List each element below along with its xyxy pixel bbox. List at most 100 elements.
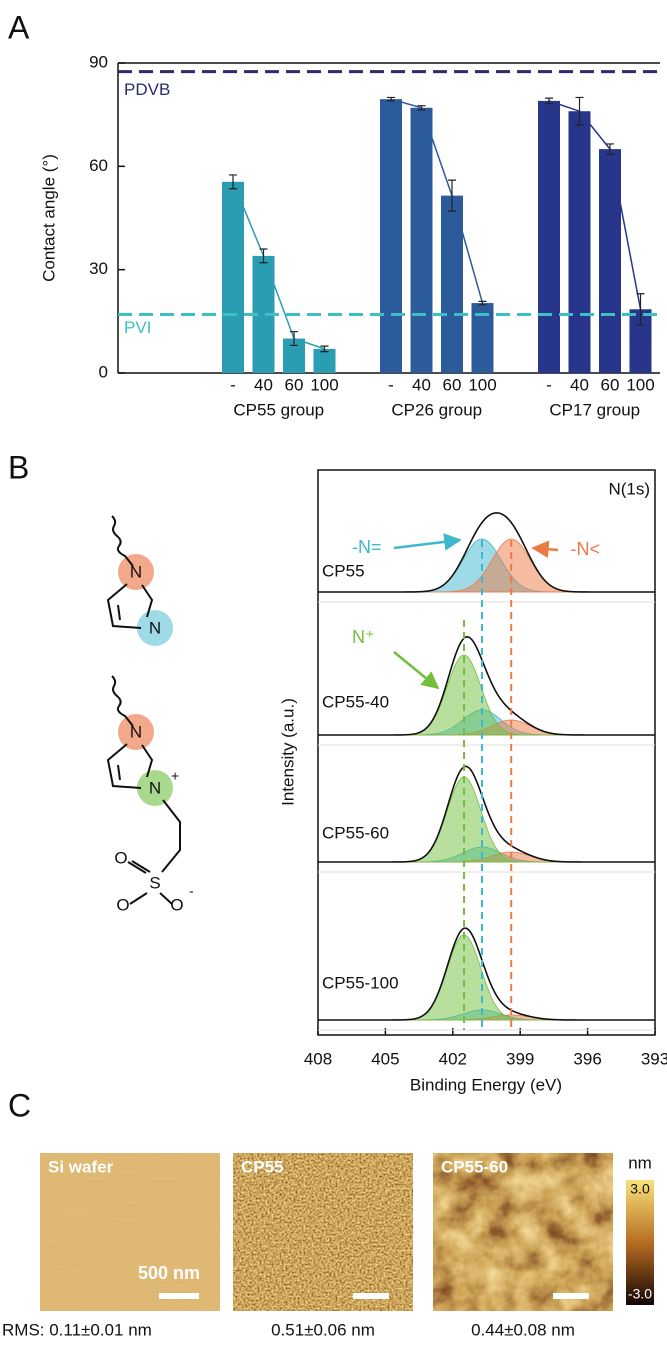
spectrum-label: CP55 xyxy=(322,561,365,580)
x-tick-label: 60 xyxy=(285,375,304,394)
x-tick-label: 402 xyxy=(439,1049,467,1068)
colorbar-unit: nm xyxy=(628,1153,652,1172)
x-tick-label: - xyxy=(230,375,236,394)
afm-image xyxy=(233,1153,413,1311)
y-axis-label: Contact angle (°) xyxy=(39,154,58,282)
x-tick-label: 40 xyxy=(254,375,273,394)
panel-label: B xyxy=(8,449,29,485)
x-tick-label: 399 xyxy=(506,1049,534,1068)
x-tick-label: 40 xyxy=(412,375,431,394)
atom-label: S xyxy=(149,873,160,892)
bar xyxy=(410,107,433,374)
x-tick-label: 100 xyxy=(626,375,654,394)
spectrum-label: CP55-60 xyxy=(322,823,389,842)
atom-label: N xyxy=(130,562,142,581)
image-label: CP55-60 xyxy=(441,1157,508,1176)
atom-label: N xyxy=(130,722,142,741)
panel-label: A xyxy=(8,9,30,45)
x-tick-label: 393 xyxy=(641,1049,667,1068)
colorbar-tick-label: -3.0 xyxy=(628,1286,652,1302)
error-bar xyxy=(636,293,645,326)
envelope xyxy=(318,512,655,593)
atom-label: N xyxy=(149,618,161,637)
x-tick-label: 405 xyxy=(371,1049,399,1068)
error-bar xyxy=(575,96,584,126)
spectrum-label: CP55-100 xyxy=(322,973,399,992)
error-bar xyxy=(229,174,237,190)
bar xyxy=(471,303,494,373)
envelope xyxy=(318,927,655,1021)
trend-line xyxy=(232,181,325,350)
x-tick-label: 60 xyxy=(443,375,462,394)
annotation-arrow xyxy=(393,533,462,551)
x-tick-label: - xyxy=(546,375,552,394)
rms-label: RMS: 0.11±0.01 nm xyxy=(2,1320,152,1339)
error-bar xyxy=(478,300,487,306)
rms-label: 0.51±0.06 nm xyxy=(271,1320,375,1339)
afm-image xyxy=(40,1153,220,1311)
afm-image xyxy=(433,1153,613,1311)
atom-label: O xyxy=(116,895,129,914)
y-axis-label: Intensity (a.u.) xyxy=(278,698,297,806)
rms-label: 0.44±0.08 nm xyxy=(471,1320,575,1339)
scale-bar xyxy=(553,1293,589,1299)
annotation: -N< xyxy=(570,539,600,559)
bar xyxy=(283,338,305,373)
bar xyxy=(313,348,336,373)
bar xyxy=(252,255,275,373)
error-bar xyxy=(417,105,426,111)
bar xyxy=(599,149,621,373)
reference-label: PDVB xyxy=(124,80,170,99)
scale-bar xyxy=(159,1293,199,1299)
reference-label: PVI xyxy=(124,318,151,337)
plot-frame xyxy=(317,469,656,1036)
error-bar xyxy=(320,345,329,353)
trend-line xyxy=(548,100,642,310)
y-tick-label: 30 xyxy=(89,259,108,278)
bar xyxy=(222,181,244,373)
atom-label: N xyxy=(149,778,161,797)
error-bar xyxy=(387,96,395,102)
annotation-arrow xyxy=(393,651,440,690)
x-tick-label: 60 xyxy=(601,375,620,394)
x-axis-label: Binding Energy (eV) xyxy=(410,1075,562,1094)
atom-label: O xyxy=(170,895,183,914)
annotation-arrow xyxy=(531,540,559,558)
error-bar xyxy=(290,331,298,347)
x-tick-label: 100 xyxy=(468,375,496,394)
panel-label: C xyxy=(8,1087,31,1123)
group-label: CP17 group xyxy=(549,400,640,419)
structure xyxy=(106,515,181,905)
bar xyxy=(629,309,652,373)
atom-label: + xyxy=(171,768,179,784)
scale-bar-label: 500 nm xyxy=(138,1263,200,1283)
colorbar-tick-label: 3.0 xyxy=(630,1181,650,1197)
image-label: CP55 xyxy=(241,1157,284,1176)
y-tick-label: 90 xyxy=(89,52,108,71)
component-peak xyxy=(318,776,655,863)
atom-label: O xyxy=(114,848,127,867)
x-tick-label: - xyxy=(388,375,394,394)
group-label: CP26 group xyxy=(391,400,482,419)
x-tick-label: 396 xyxy=(573,1049,601,1068)
bar xyxy=(441,195,463,373)
spectrum-label: CP55-40 xyxy=(322,692,389,711)
bar xyxy=(538,100,560,373)
group-label: CP55 group xyxy=(233,400,324,419)
x-tick-label: 100 xyxy=(310,375,338,394)
error-bar xyxy=(606,143,614,155)
envelope xyxy=(318,636,655,736)
colorbar xyxy=(626,1180,654,1305)
x-tick-label: 408 xyxy=(304,1049,332,1068)
y-tick-label: 60 xyxy=(89,156,108,175)
error-bar xyxy=(545,97,553,105)
trend-line xyxy=(390,98,484,304)
atom-label: - xyxy=(189,883,194,899)
error-bar xyxy=(448,179,456,212)
envelope xyxy=(318,765,655,863)
bar xyxy=(568,111,591,373)
y-tick-label: 0 xyxy=(99,362,108,381)
image-label: Si wafer xyxy=(48,1157,114,1176)
annotation: N⁺ xyxy=(352,627,375,647)
